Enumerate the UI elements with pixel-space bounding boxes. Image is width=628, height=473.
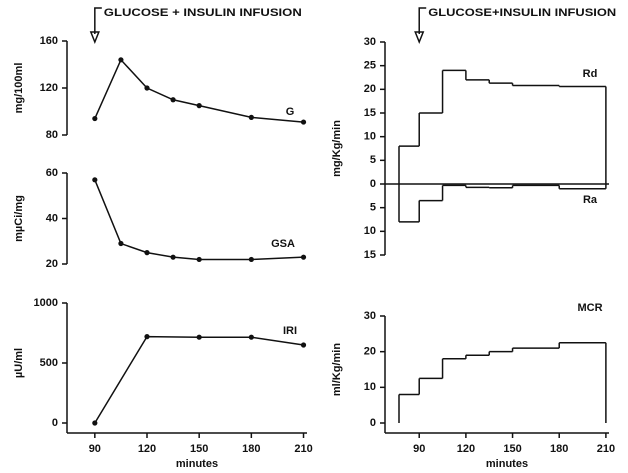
series-label: MCR — [577, 302, 602, 314]
data-point — [300, 254, 307, 260]
y-tick-label: 5 — [370, 154, 376, 166]
y-tick-label: 120 — [40, 82, 58, 94]
y-tick-label: 10 — [364, 381, 376, 393]
y-tick-label: 40 — [46, 212, 58, 224]
y-tick-label: 10 — [364, 225, 376, 237]
x-tick-label: 150 — [503, 443, 521, 455]
data-line — [94, 335, 304, 424]
x-tick-label: 210 — [597, 443, 615, 455]
y-tick-label: 25 — [364, 60, 376, 72]
y-tick-label: 0 — [52, 417, 58, 429]
y-tick-label: 500 — [40, 357, 58, 369]
x-tick-label: 150 — [190, 443, 208, 455]
x-tick-label: 210 — [294, 443, 312, 455]
y-tick-label: 15 — [364, 107, 376, 119]
y-axis-label: mµCi/mg — [13, 195, 25, 242]
x-tick-label: 180 — [550, 443, 568, 455]
x-tick-label: 90 — [89, 443, 101, 455]
y-tick-label: 30 — [364, 310, 376, 322]
annotation: GLUCOSE + INSULIN INFUSION — [104, 7, 302, 19]
y-tick-label: 15 — [364, 249, 376, 261]
series-label: Rd — [583, 68, 598, 80]
series-label: IRI — [283, 325, 297, 337]
x-tick-label: 90 — [413, 443, 425, 455]
y-tick-label: 160 — [40, 35, 58, 47]
data-point — [300, 342, 307, 348]
data-point — [144, 250, 150, 256]
data-point — [248, 334, 254, 340]
x-axis-label: minutes — [176, 458, 218, 470]
data-point — [144, 334, 150, 340]
data-point — [118, 240, 124, 247]
y-tick-label: 80 — [46, 129, 58, 141]
y-tick-label: 5 — [370, 202, 376, 214]
y-tick-label: 30 — [364, 36, 376, 48]
arrow-head — [414, 31, 425, 45]
y-tick-label: 60 — [46, 167, 58, 179]
data-point — [170, 254, 176, 260]
y-tick-label: 1000 — [34, 297, 58, 309]
data-point — [196, 103, 202, 109]
data-point — [92, 115, 98, 122]
data-line — [94, 58, 304, 123]
data-point — [248, 256, 254, 263]
series-label: G — [286, 106, 295, 118]
x-tick-label: 180 — [242, 443, 260, 455]
data-point — [300, 119, 307, 125]
y-tick-label: 20 — [364, 83, 376, 95]
x-axis-label: minutes — [486, 458, 528, 470]
series-label: Ra — [583, 194, 598, 206]
x-tick-label: 120 — [457, 443, 475, 455]
data-point — [196, 256, 202, 263]
data-point — [196, 334, 202, 340]
data-point — [118, 57, 124, 63]
series-label: GSA — [271, 238, 295, 250]
data-point — [170, 97, 176, 103]
data-point — [144, 85, 150, 91]
data-point — [248, 114, 254, 120]
data-point — [92, 177, 98, 183]
y-axis-label: ml/Kg/min — [331, 343, 343, 396]
data-point — [92, 420, 98, 426]
y-axis-label: mg/100ml — [13, 63, 25, 114]
y-tick-label: 0 — [370, 178, 376, 190]
annotation-arrow — [94, 7, 102, 34]
y-tick-label: 20 — [364, 346, 376, 358]
y-tick-label: 20 — [46, 258, 58, 270]
annotation: GLUCOSE+INSULIN INFUSION — [428, 7, 616, 19]
y-tick-label: 0 — [370, 417, 376, 429]
y-tick-label: 10 — [364, 131, 376, 143]
x-tick-label: 120 — [138, 443, 156, 455]
annotation-arrow — [418, 7, 427, 34]
y-axis-label: mg/Kg/min — [331, 120, 343, 177]
y-axis-label: µU/ml — [13, 348, 25, 378]
arrow-head — [89, 31, 100, 45]
